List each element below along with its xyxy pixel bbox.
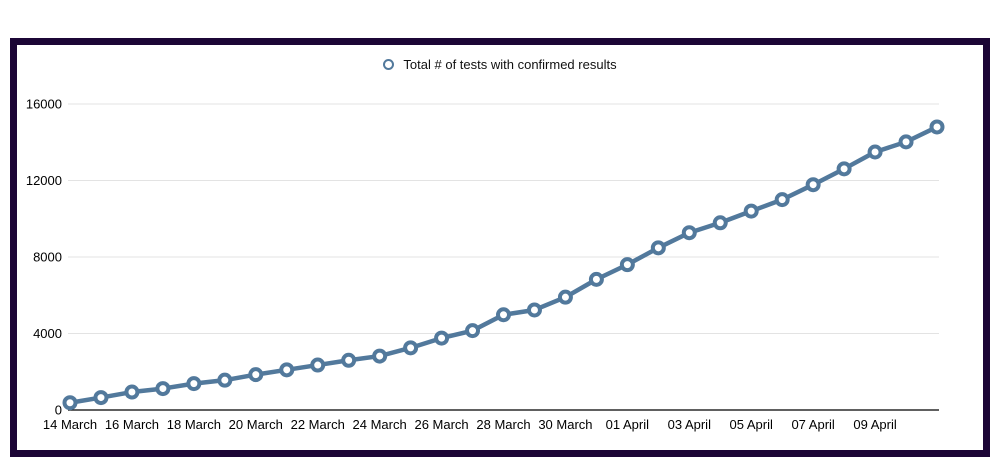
- x-tick-label: 01 April: [606, 417, 649, 432]
- data-point-marker[interactable]: [434, 330, 450, 346]
- y-tick-label: 0: [55, 403, 62, 418]
- x-tick-label: 24 March: [353, 417, 407, 432]
- data-point-marker[interactable]: [805, 177, 821, 193]
- line-chart: 0 4000 8000 12000 16000 14 March 16 March 18 Ma…: [26, 97, 945, 432]
- y-tick-label: 12000: [26, 173, 62, 188]
- data-point-marker[interactable]: [867, 144, 883, 160]
- legend-marker-icon: [383, 59, 395, 70]
- x-tick-label: 28 March: [476, 417, 530, 432]
- data-point-marker[interactable]: [774, 192, 790, 208]
- data-point-marker[interactable]: [619, 257, 635, 273]
- data-point-marker[interactable]: [279, 362, 295, 378]
- data-point-marker[interactable]: [310, 357, 326, 373]
- x-tick-label: 30 March: [538, 417, 592, 432]
- x-tick-label: 16 March: [105, 417, 159, 432]
- data-point-marker[interactable]: [743, 203, 759, 219]
- data-point-marker[interactable]: [62, 395, 78, 411]
- data-point-marker[interactable]: [155, 381, 171, 397]
- data-point-marker[interactable]: [186, 376, 202, 392]
- x-tick-label: 18 March: [167, 417, 221, 432]
- data-point-marker[interactable]: [836, 161, 852, 177]
- x-tick-label: 22 March: [291, 417, 345, 432]
- x-tick-label: 05 April: [730, 417, 773, 432]
- data-point-marker[interactable]: [465, 323, 481, 339]
- data-point-marker[interactable]: [929, 119, 945, 135]
- data-point-marker[interactable]: [712, 215, 728, 231]
- data-point-marker[interactable]: [248, 367, 264, 383]
- data-point-marker[interactable]: [496, 307, 511, 323]
- legend-label: Total # of tests with confirmed results: [403, 57, 617, 72]
- x-tick-label: 03 April: [668, 417, 711, 432]
- y-tick-label: 16000: [26, 97, 62, 112]
- x-tick-label: 09 April: [853, 417, 896, 432]
- data-point-marker[interactable]: [588, 271, 604, 287]
- data-point-marker[interactable]: [217, 372, 233, 388]
- data-point-marker[interactable]: [898, 134, 914, 150]
- data-point-marker[interactable]: [557, 289, 573, 305]
- x-tick-label: 14 March: [43, 417, 97, 432]
- data-point-marker[interactable]: [650, 240, 666, 256]
- legend[interactable]: Total # of tests with confirmed results: [17, 58, 983, 71]
- x-tick-label: 20 March: [229, 417, 283, 432]
- y-tick-label: 8000: [33, 250, 62, 265]
- x-tick-label: 26 March: [414, 417, 468, 432]
- chart-frame: 0 4000 8000 12000 16000 14 March 16 March 18 Ma…: [10, 38, 990, 457]
- y-tick-label: 4000: [33, 326, 62, 341]
- data-point-marker[interactable]: [93, 390, 109, 406]
- data-point-marker[interactable]: [372, 348, 388, 364]
- x-tick-label: 07 April: [791, 417, 834, 432]
- data-point-marker[interactable]: [124, 384, 140, 400]
- data-point-marker[interactable]: [341, 352, 357, 368]
- series-line: [67, 124, 940, 405]
- data-point-marker[interactable]: [681, 225, 697, 241]
- data-point-marker[interactable]: [403, 340, 419, 356]
- data-point-marker[interactable]: [526, 302, 542, 318]
